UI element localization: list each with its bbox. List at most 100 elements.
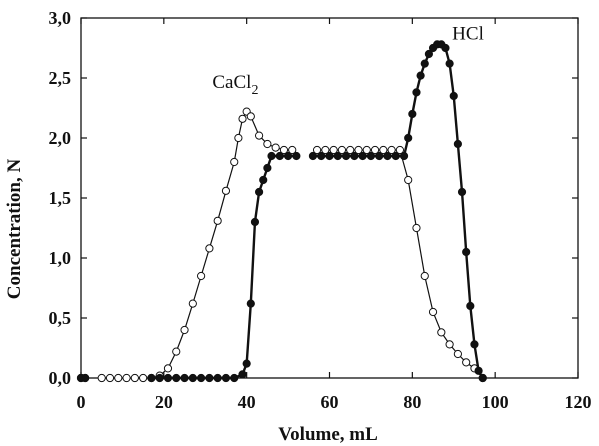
filled-data-point [341,151,351,161]
filled-data-point [230,373,239,383]
open-data-point [238,114,247,123]
open-data-point [395,145,405,155]
open-data-point [453,349,462,359]
open-data-point [312,145,322,155]
x-tick-label: 60 [321,392,339,412]
filled-data-point [155,373,164,383]
series-line [81,43,484,380]
y-tick-label: 0,0 [49,368,72,388]
y-tick-label: 1,0 [49,248,72,268]
open-data-point [445,340,454,349]
open-data-point [263,139,272,149]
y-tick-label: 2,0 [49,128,72,148]
annotation-cacl2-subscript: 2 [251,83,258,98]
x-tick-label: 20 [155,392,173,412]
filled-data-point [81,373,90,383]
filled-data-point [238,370,247,379]
y-axis-title: Concentration, N [4,159,25,300]
filled-data-point [453,139,462,149]
open-data-point [337,145,347,155]
filled-data-point [383,151,392,161]
y-tick-label: 2,5 [49,68,72,88]
open-data-point [197,271,206,281]
open-data-point [404,175,413,185]
filled-data-point [267,151,276,161]
open-data-point [122,373,131,383]
open-data-point [370,145,380,155]
filled-data-point [275,151,284,161]
filled-data-point [462,247,471,257]
open-data-point [188,299,197,308]
open-data-point [130,373,139,383]
filled-data-point [333,151,342,161]
filled-data-point [424,49,433,59]
x-tick-label: 100 [482,392,509,412]
x-axis-ticks: 0 20 40 60 80 100 120 [77,18,592,412]
open-data-point [279,145,289,155]
filled-data-point [474,366,483,375]
filled-data-point [350,151,359,161]
open-data-point [346,145,355,155]
open-data-point [97,373,106,383]
filled-data-point [375,151,384,161]
open-data-point [163,364,173,373]
open-data-point [428,307,438,317]
filled-data-point [466,301,475,311]
open-data-point [254,131,264,140]
filled-data-point [420,59,429,68]
filled-data-point [449,91,458,101]
open-data-point [221,186,231,195]
open-data-point [329,145,338,155]
filled-data-point [445,59,454,68]
filled-data-point [478,373,487,383]
filled-data-point [366,151,376,161]
filled-data-point [391,151,400,161]
filled-data-point [213,373,222,383]
filled-data-point [325,151,334,161]
plot-frame [80,17,579,379]
filled-data-point [317,151,326,161]
filled-data-point [404,133,413,143]
open-data-point [139,373,148,383]
open-data-point [114,373,123,383]
open-data-point [420,271,429,281]
open-data-point [205,244,214,253]
open-data-point [213,216,222,225]
series-1 [76,107,487,383]
x-tick-label: 80 [403,392,421,412]
open-data-point [172,347,181,356]
filled-data-point [412,88,421,97]
x-axis-title: Volume, mL [278,424,378,445]
filled-data-point [263,163,272,173]
open-data-point [105,373,115,383]
filled-data-point [250,217,260,227]
filled-data-point [358,151,367,161]
open-data-point [246,112,255,121]
annotation-cacl2-main: CaCl [212,72,251,93]
open-data-point [180,325,189,335]
filled-data-point [242,359,251,368]
y-tick-label: 0,5 [49,308,72,328]
x-tick-label: 120 [565,392,592,412]
open-data-point [379,145,388,155]
open-data-point [462,358,471,367]
filled-data-point [254,187,264,197]
filled-data-point [180,373,189,383]
open-data-point [362,145,371,155]
filled-data-point [470,340,479,349]
filled-data-point [246,299,255,308]
open-data-point [437,328,446,337]
filled-data-point [416,71,425,80]
y-axis-ticks: 0,0 0,5 1,0 1,5 2,0 2,5 3,0 [49,8,578,388]
filled-data-point [308,151,318,161]
filled-data-point [292,151,301,161]
filled-data-point [457,187,467,197]
filled-data-point [283,151,293,161]
filled-data-point [408,109,417,119]
open-data-point [271,143,280,152]
filled-data-point [147,373,156,383]
annotation-hcl: HCl [452,24,484,45]
filled-data-point [441,43,450,53]
open-data-point [387,145,396,155]
open-data-point [288,145,297,155]
